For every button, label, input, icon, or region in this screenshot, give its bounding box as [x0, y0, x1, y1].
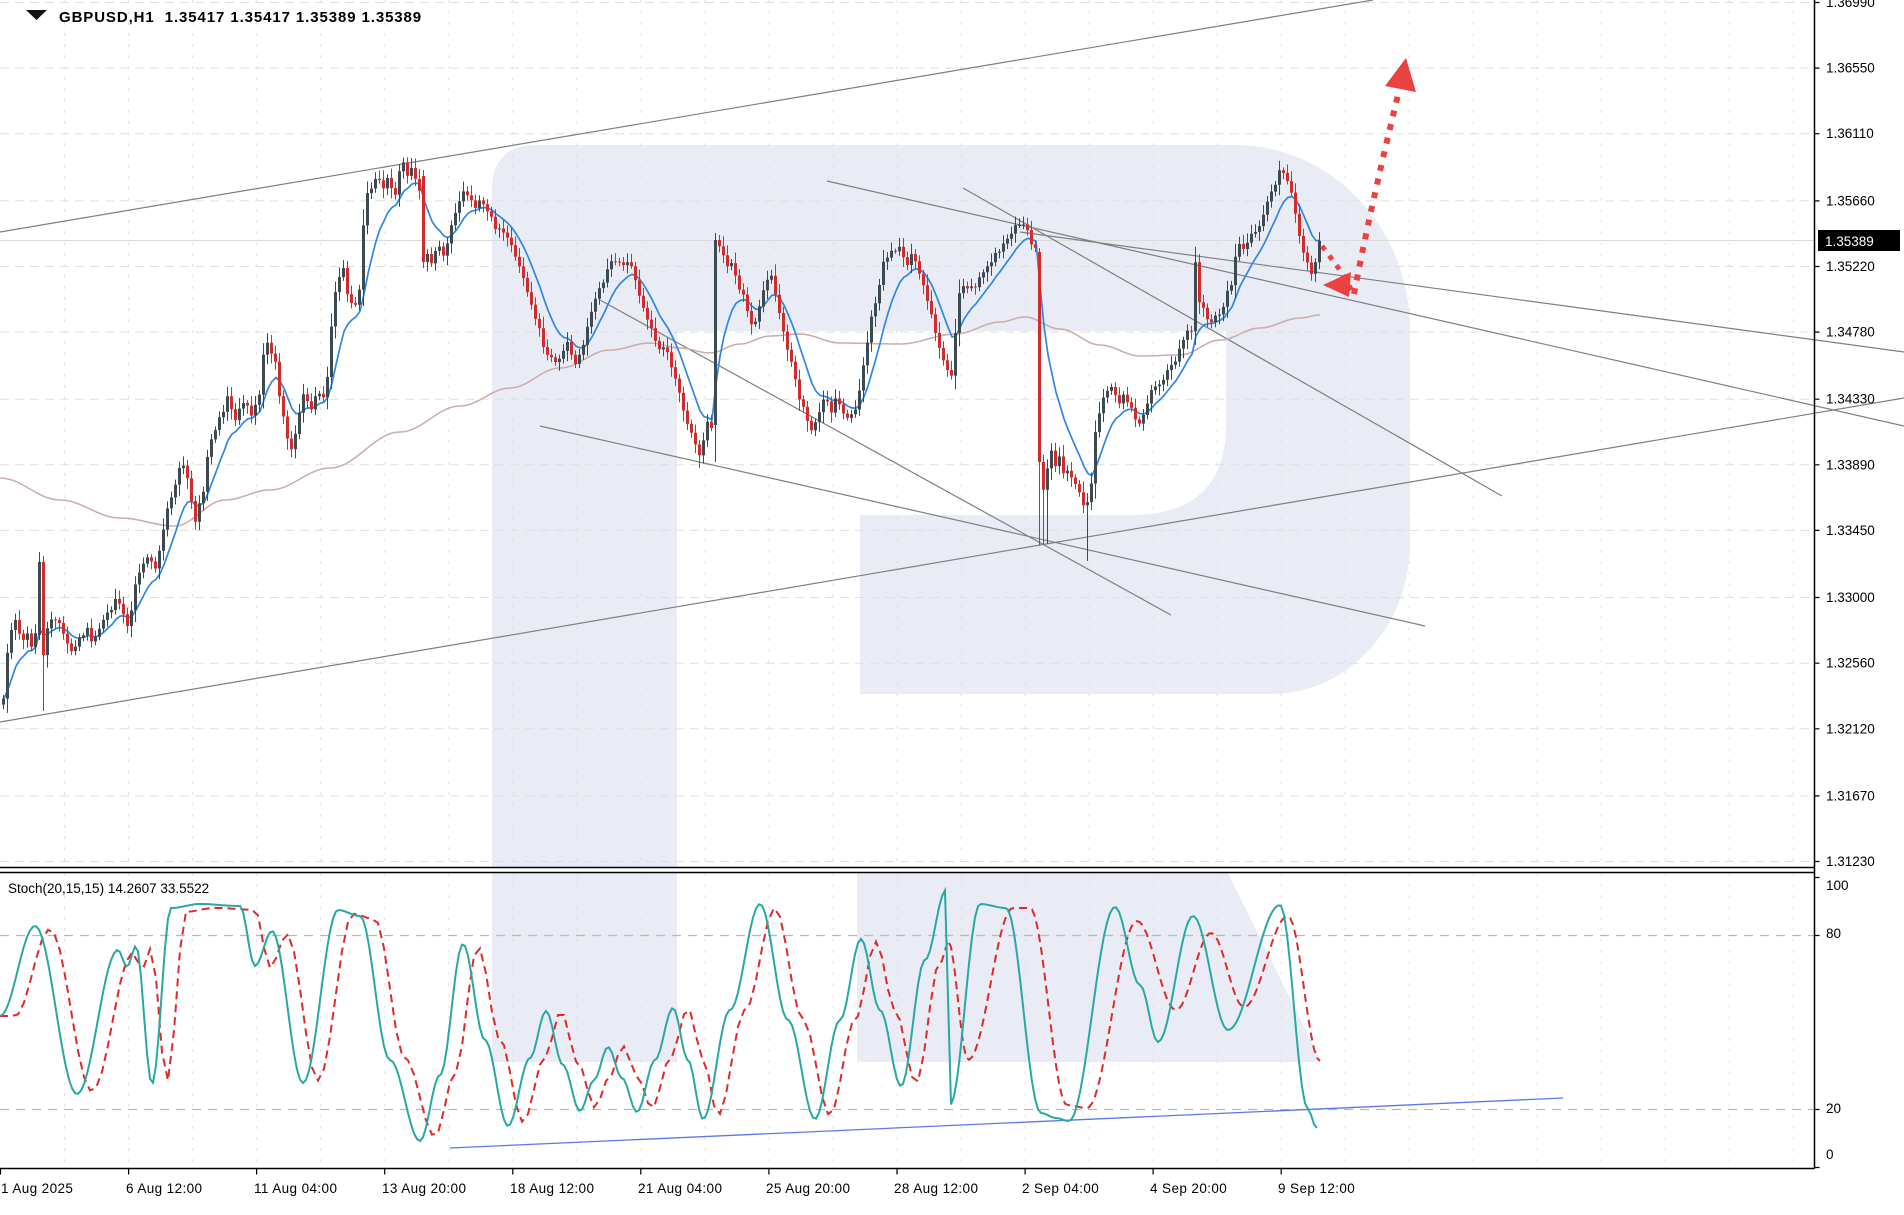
svg-text:11 Aug 04:00: 11 Aug 04:00: [254, 1181, 337, 1196]
svg-text:1.35220: 1.35220: [1826, 259, 1875, 274]
svg-text:1.36550: 1.36550: [1826, 61, 1875, 76]
svg-text:80: 80: [1826, 926, 1841, 941]
svg-text:13 Aug 20:00: 13 Aug 20:00: [382, 1181, 466, 1196]
svg-text:25 Aug 20:00: 25 Aug 20:00: [766, 1181, 850, 1196]
svg-text:1.32560: 1.32560: [1826, 656, 1875, 671]
svg-text:2 Sep 04:00: 2 Sep 04:00: [1022, 1181, 1099, 1196]
svg-text:0: 0: [1826, 1147, 1834, 1162]
svg-text:1.32120: 1.32120: [1826, 721, 1875, 736]
svg-text:28 Aug 12:00: 28 Aug 12:00: [894, 1181, 978, 1196]
svg-text:1.33450: 1.33450: [1826, 523, 1875, 538]
svg-text:1.31230: 1.31230: [1826, 854, 1875, 869]
svg-text:6 Aug 12:00: 6 Aug 12:00: [126, 1181, 202, 1196]
svg-text:1.34780: 1.34780: [1826, 325, 1875, 340]
svg-text:21 Aug 04:00: 21 Aug 04:00: [638, 1181, 722, 1196]
svg-text:GBPUSD,H1 1.35417 1.35417 1.3: GBPUSD,H1 1.35417 1.35417 1.35389 1.3538…: [59, 9, 422, 26]
svg-text:20: 20: [1826, 1101, 1841, 1116]
svg-text:1.33000: 1.33000: [1826, 590, 1875, 605]
svg-text:1.36990: 1.36990: [1826, 0, 1875, 10]
svg-text:4 Sep 20:00: 4 Sep 20:00: [1150, 1181, 1227, 1196]
svg-text:1.31670: 1.31670: [1826, 788, 1875, 803]
svg-text:9 Sep 12:00: 9 Sep 12:00: [1278, 1181, 1355, 1196]
svg-text:18 Aug 12:00: 18 Aug 12:00: [510, 1181, 594, 1196]
svg-text:1.33890: 1.33890: [1826, 457, 1875, 472]
svg-text:1.35389: 1.35389: [1825, 234, 1874, 249]
svg-text:1 Aug 2025: 1 Aug 2025: [1, 1181, 73, 1196]
svg-text:Stoch(20,15,15) 14.2607 33.552: Stoch(20,15,15) 14.2607 33.5522: [8, 881, 209, 896]
svg-text:1.36110: 1.36110: [1826, 126, 1874, 141]
svg-text:1.35660: 1.35660: [1826, 193, 1875, 208]
svg-text:100: 100: [1826, 878, 1849, 893]
svg-text:1.34330: 1.34330: [1826, 392, 1875, 407]
